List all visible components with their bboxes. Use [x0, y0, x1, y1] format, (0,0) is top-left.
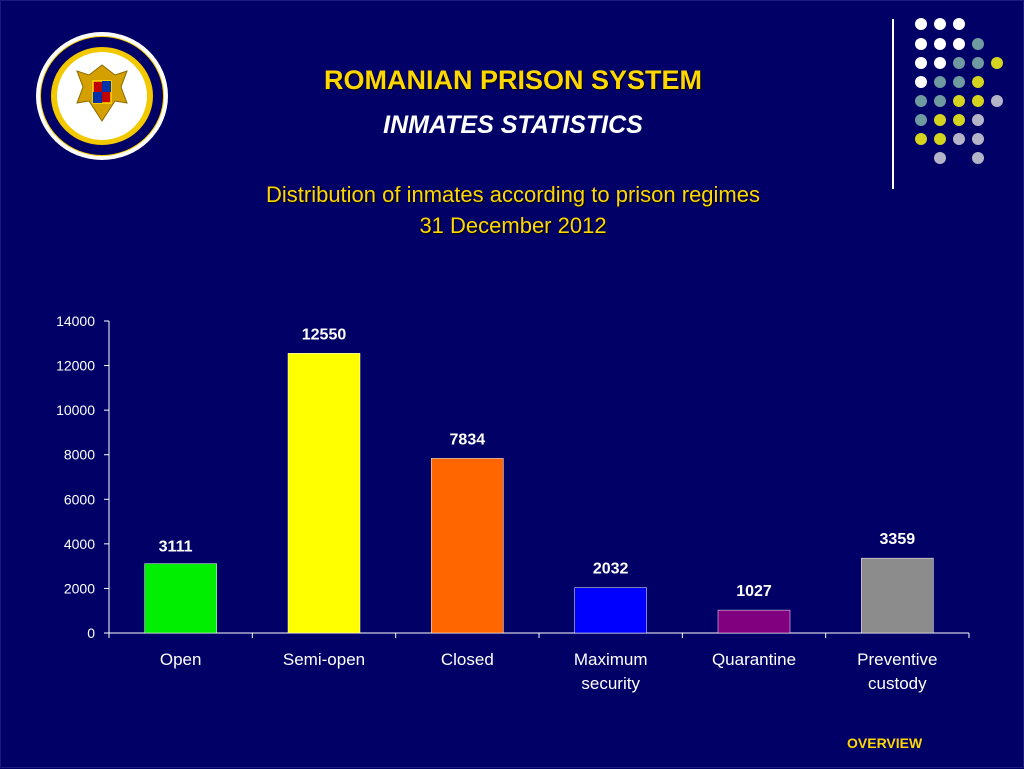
y-tick-label: 14000 [56, 313, 95, 329]
bar-quarantine [717, 609, 791, 634]
y-tick-label: 12000 [56, 358, 95, 374]
decorative-dot-grid-icon [915, 18, 1003, 164]
x-category-label: security [581, 674, 640, 693]
x-category-label: Closed [441, 650, 494, 669]
y-tick-label: 2000 [64, 580, 95, 596]
page-subtitle: INMATES STATISTICS [383, 111, 643, 139]
y-tick-label: 8000 [64, 447, 95, 463]
x-category-label: Open [160, 650, 202, 669]
bar-maximum-security [574, 587, 647, 634]
chart-title-line-2: 31 December 2012 [419, 213, 607, 238]
data-label: 3359 [880, 531, 916, 548]
y-tick-label: 6000 [64, 491, 95, 507]
y-tick-label: 4000 [64, 536, 95, 552]
chart-title-line-1: Distribution of inmates according to pri… [265, 182, 760, 207]
x-category-label: Quarantine [712, 650, 796, 669]
x-category-label: Maximum [574, 650, 648, 669]
x-category-label: Semi-open [283, 650, 365, 669]
overview-link[interactable]: OVERVIEW [847, 735, 923, 751]
y-tick-label: 0 [87, 625, 95, 641]
ministry-of-justice-seal-icon [36, 32, 168, 160]
data-label: 2032 [593, 561, 629, 578]
x-category-label: Preventive [857, 650, 937, 669]
y-tick-label: 10000 [56, 402, 95, 418]
data-label: 1027 [736, 583, 772, 600]
bar-preventive-custody [861, 557, 934, 634]
decorative-divider [892, 19, 894, 189]
bar-semi-open [287, 353, 361, 634]
data-label: 12550 [302, 326, 347, 343]
data-label: 3111 [159, 539, 193, 556]
x-category-label: custody [868, 674, 927, 693]
chart-title: Distribution of inmates according to pri… [161, 179, 865, 241]
page-title: ROMANIAN PRISON SYSTEM [323, 65, 703, 95]
bar-closed [431, 458, 504, 634]
bar-open [144, 563, 217, 634]
data-label: 7834 [450, 431, 486, 448]
